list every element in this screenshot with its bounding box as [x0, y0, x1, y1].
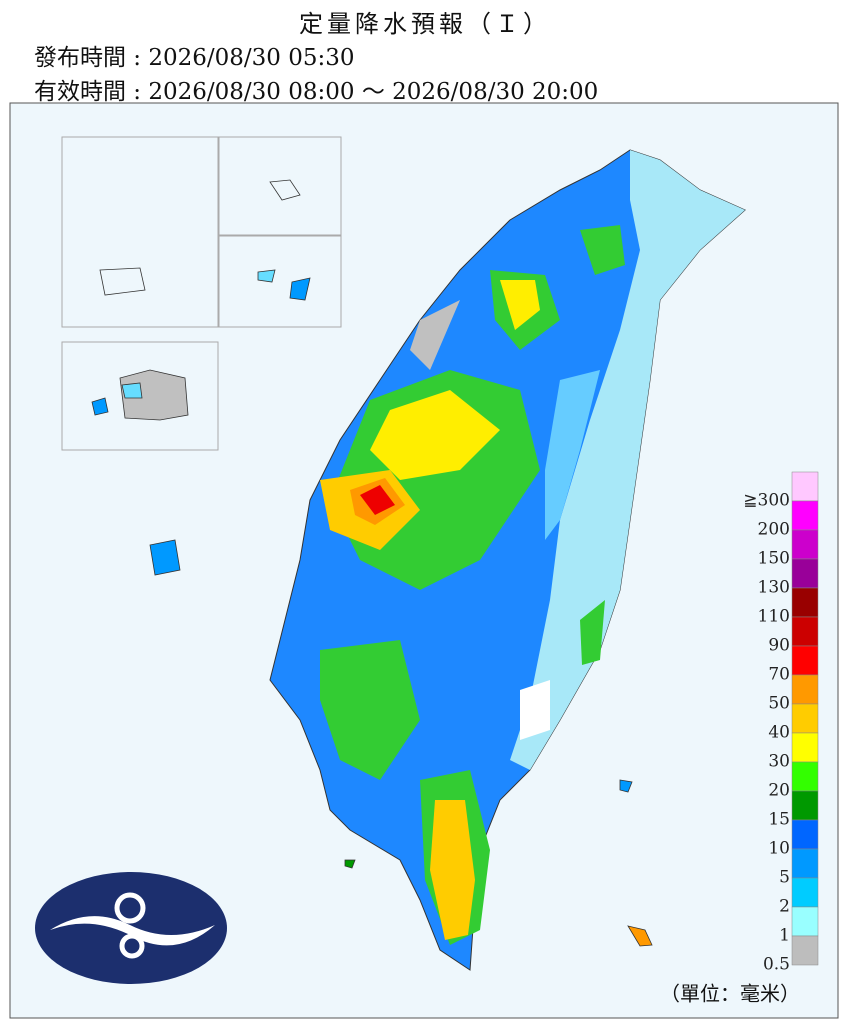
- insets: [61, 136, 342, 451]
- legend-swatch: [791, 790, 819, 821]
- legend-swatch: [791, 674, 819, 705]
- legend-label: 5: [779, 868, 790, 888]
- legend-label: 10: [768, 839, 790, 859]
- legend-swatch: [791, 500, 819, 531]
- legend-swatch: [791, 906, 819, 937]
- legend-label: 15: [768, 810, 790, 830]
- legend-label: 150: [758, 549, 790, 569]
- legend-label: 2: [779, 897, 790, 917]
- legend-swatch: [791, 877, 819, 908]
- legend-label: 30: [768, 752, 790, 772]
- legend-label: 20: [768, 781, 790, 801]
- legend-label: ≧300: [743, 491, 790, 511]
- legend-swatch: [791, 819, 819, 850]
- legend-swatch: [791, 645, 819, 676]
- legend-swatch: [791, 848, 819, 879]
- legend-swatch: [791, 471, 819, 502]
- legend-swatch: [791, 761, 819, 792]
- title: 定量降水預報（Ｉ）: [299, 10, 551, 38]
- legend-label: 110: [758, 607, 790, 627]
- legend-label: 90: [768, 636, 790, 656]
- legend-label: 1: [779, 926, 790, 946]
- legend-swatch: [791, 703, 819, 734]
- legend-label: 0.5: [763, 955, 790, 975]
- legend-label: 70: [768, 665, 790, 685]
- legend-swatch: [791, 529, 819, 560]
- legend-swatch: [791, 616, 819, 647]
- issue-time: 發布時間 : 2026/08/30 05:30: [34, 45, 355, 71]
- valid-time: 有效時間 : 2026/08/30 08:00 ～ 2026/08/30 20:…: [34, 79, 599, 105]
- legend-label: 40: [768, 723, 790, 743]
- legend-label: 200: [758, 520, 790, 540]
- cwa-logo: [35, 872, 227, 984]
- legend-label: 130: [758, 578, 790, 598]
- legend-swatch: [791, 558, 819, 589]
- legend-swatch: [791, 587, 819, 618]
- legend: ≧300 200 150 130 110 90 70 50 40 30 20 15 10 5 2 1 0.5: [743, 471, 819, 975]
- legend-label: 50: [768, 694, 790, 714]
- legend-swatch: [791, 732, 819, 763]
- taiwan: [269, 149, 746, 971]
- unit: （單位：毫米）: [660, 982, 800, 1006]
- islands: [91, 179, 653, 947]
- legend-swatch: [791, 935, 819, 966]
